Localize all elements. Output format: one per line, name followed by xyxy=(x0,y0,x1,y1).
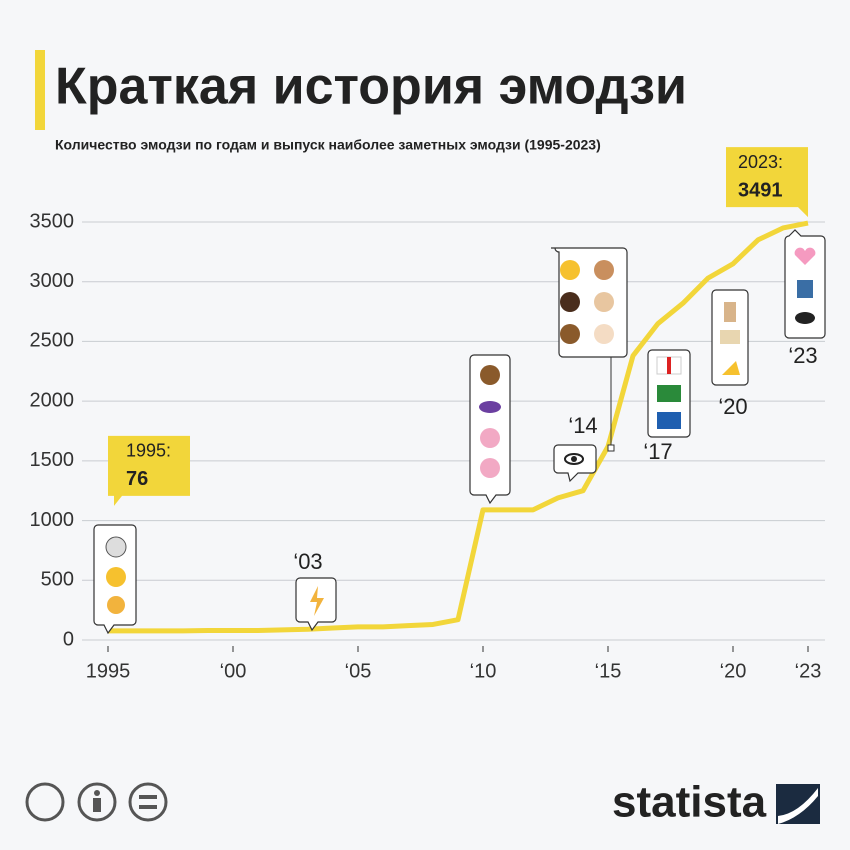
callout-value: 3491 xyxy=(738,179,783,201)
emoji-icon xyxy=(564,453,584,465)
callout-box xyxy=(108,435,190,506)
emoji-icon xyxy=(310,586,324,616)
x-tick-label: ‘00 xyxy=(220,660,247,682)
pointer xyxy=(607,444,615,452)
y-tick-label: 1500 xyxy=(30,449,75,471)
x-tick-label: 1995 xyxy=(86,660,131,682)
annotation: ‘03 xyxy=(293,549,322,574)
x-tick-label: ‘20 xyxy=(720,660,747,682)
y-tick-label: 0 xyxy=(63,628,74,650)
emoji-boxes xyxy=(93,229,826,635)
emoji-icon xyxy=(480,458,500,478)
y-tick-label: 2000 xyxy=(30,389,75,411)
nd-icon xyxy=(128,782,168,822)
x-tick-label: ‘15 xyxy=(595,660,622,682)
by-icon xyxy=(94,790,100,796)
emoji-icon xyxy=(667,357,671,374)
emoji-icon xyxy=(797,280,813,298)
y-tick-label: 500 xyxy=(41,569,74,591)
brand-logo xyxy=(778,788,818,824)
y-tick-label: 3500 xyxy=(30,210,75,232)
emoji-icon xyxy=(657,412,681,429)
emoji-icon xyxy=(657,385,681,402)
annotation: ‘14 xyxy=(568,413,597,438)
emoji-icon xyxy=(794,247,816,265)
chart-subtitle: Количество эмодзи по годам и выпуск наиб… xyxy=(55,137,601,153)
annotation: ‘17 xyxy=(643,439,672,464)
emoji-icon xyxy=(480,365,500,385)
x-tick-label: ‘23 xyxy=(795,660,822,682)
cc-icon xyxy=(25,782,65,822)
emoji-box xyxy=(295,577,337,632)
emoji-icon xyxy=(795,312,815,324)
emoji-icon xyxy=(722,361,740,375)
emoji-icon xyxy=(479,401,501,413)
data-line xyxy=(108,220,809,634)
title-accent xyxy=(35,50,45,130)
license-icons xyxy=(25,782,168,822)
emoji-icon xyxy=(720,330,740,344)
chart-title: Краткая история эмодзи xyxy=(55,58,687,116)
by-icon xyxy=(77,782,117,822)
emoji-icon xyxy=(571,456,577,462)
y-tick-label: 3000 xyxy=(30,270,75,292)
by-icon xyxy=(93,798,101,812)
y-tick-label: 2500 xyxy=(30,330,75,352)
emoji-icon xyxy=(594,260,614,280)
emoji-icon xyxy=(106,567,126,587)
nd-icon xyxy=(139,805,157,809)
emoji-icon xyxy=(107,596,125,614)
emoji-icon xyxy=(480,428,500,448)
emoji-icon xyxy=(105,536,127,558)
callout-value: 76 xyxy=(126,468,148,490)
emoji-icon xyxy=(724,302,736,322)
annotation: ‘20 xyxy=(718,394,747,419)
emoji-icon xyxy=(560,324,580,344)
annotation: ‘23 xyxy=(788,343,817,368)
brand: statista xyxy=(612,778,767,827)
nd-icon xyxy=(139,795,157,799)
x-tick-label: ‘05 xyxy=(345,660,372,682)
emoji-icon xyxy=(560,260,580,280)
x-tick-label: ‘10 xyxy=(470,660,497,682)
y-tick-label: 1000 xyxy=(30,509,75,531)
callout-label: 1995: xyxy=(126,441,171,461)
emoji-icon xyxy=(594,292,614,312)
callout-box xyxy=(726,147,808,218)
emoji-icon xyxy=(594,324,614,344)
callout-label: 2023: xyxy=(738,152,783,172)
emoji-icon xyxy=(560,292,580,312)
